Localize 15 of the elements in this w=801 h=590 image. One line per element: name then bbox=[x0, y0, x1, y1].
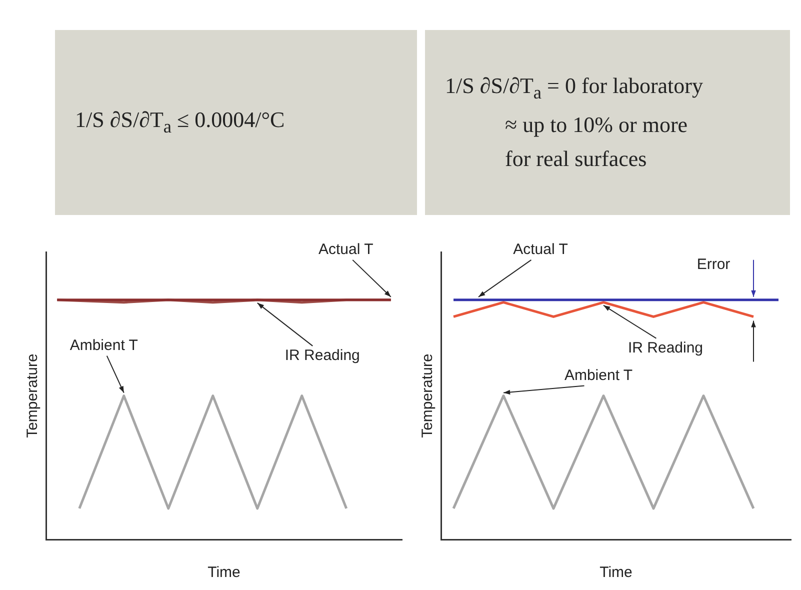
y-axis-title: Temperature bbox=[24, 354, 42, 438]
text: Error bbox=[696, 256, 730, 274]
text: ≈ up to 10% or more bbox=[504, 112, 689, 138]
text: Actual T bbox=[513, 241, 568, 258]
text: for real surfaces bbox=[504, 146, 648, 172]
series-label: IR Reading bbox=[628, 339, 704, 356]
series-label: Ambient T bbox=[564, 366, 633, 384]
text: Actual T bbox=[318, 241, 374, 258]
text: 1/S ∂S/∂T$_{a}$ = 0 for laboratory bbox=[445, 73, 704, 104]
x-axis-title: Time bbox=[600, 564, 632, 582]
text: Ambient T bbox=[70, 336, 138, 354]
text: 1/S ∂S/∂T$_{a}$ ≤ 0.0004/°C bbox=[75, 107, 286, 138]
x-axis-title: Time bbox=[208, 564, 240, 582]
text: IR Reading bbox=[284, 347, 360, 364]
y-axis-title: Temperature bbox=[419, 354, 436, 438]
